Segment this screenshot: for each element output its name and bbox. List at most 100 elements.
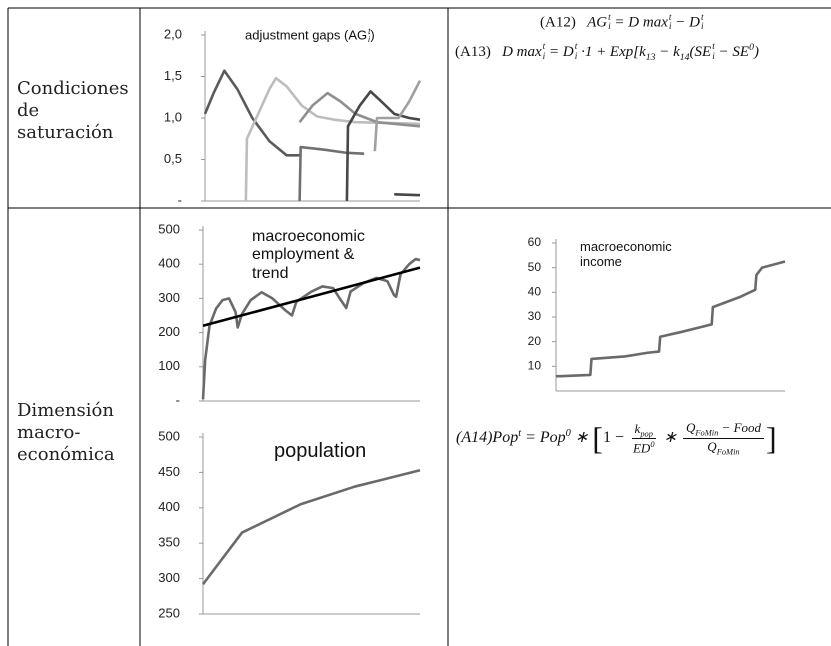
eq-text: D max <box>502 44 542 60</box>
y-tick-label: 20 <box>528 334 542 348</box>
y-tick-label: 400 <box>158 256 180 271</box>
eq-text: ED <box>632 440 651 456</box>
eq-sub: i <box>574 51 578 62</box>
label-line: Condiciones <box>17 78 129 99</box>
title-line: population <box>274 440 367 462</box>
y-tick-label: 100 <box>158 358 180 373</box>
y-tick-label: 60 <box>528 235 542 249</box>
eq-sub: i <box>542 51 546 62</box>
eq-sup: t <box>712 42 715 53</box>
y-tick-label: 400 <box>158 499 180 514</box>
eq-text: = D max <box>610 14 668 31</box>
eq-text: = Pop <box>521 429 566 447</box>
eq-sup: t <box>608 13 611 23</box>
y-tick-label: - <box>176 392 180 407</box>
eq-fraction: kpop ED0 <box>630 421 658 457</box>
y-tick-label: 50 <box>528 260 542 274</box>
title-line: income <box>580 253 622 269</box>
eq-text: ) <box>753 44 759 60</box>
series-line <box>201 469 421 586</box>
eq-text: (SE <box>689 44 712 60</box>
eq-text: k <box>634 420 641 436</box>
series-line <box>202 266 421 328</box>
title-line: employment & <box>252 246 355 264</box>
chart-title: population <box>274 440 366 463</box>
series-line <box>244 76 421 202</box>
eq-number: (A12) <box>540 14 576 31</box>
series-line <box>373 80 422 152</box>
eq-sub: FoMin <box>716 446 740 457</box>
y-tick-label: 500 <box>158 221 180 236</box>
y-tick-label: 1,0 <box>164 109 182 124</box>
series-line <box>556 260 786 378</box>
series-line <box>345 90 421 202</box>
equation: (A14)Popt = Pop0 ∗ [1 − kpop ED0 ∗ QFoMin… <box>456 420 777 457</box>
chart-title: adjustment gaps (AG t i) <box>245 27 375 45</box>
eq-bracket: ] <box>766 420 777 456</box>
y-tick-label: 250 <box>158 605 180 620</box>
title-sub: i <box>368 35 370 45</box>
y-tick-label: 300 <box>158 290 180 305</box>
eq-sup: t <box>542 42 546 53</box>
title-line: macroeconomic <box>252 228 365 245</box>
title-text: ) <box>370 27 375 43</box>
eq-sub: i <box>608 22 611 33</box>
eq-fraction: QFoMin − Food QFoMin <box>682 420 765 457</box>
y-tick-label: 500 <box>158 428 180 443</box>
series-line <box>201 257 421 400</box>
chart-title: macroeconomic income <box>580 239 672 270</box>
eq-text: − Food <box>718 420 762 436</box>
eq-text: Q <box>707 439 717 454</box>
y-tick-label: 2,0 <box>164 26 182 41</box>
label-line: saturación <box>17 122 114 143</box>
title-line: trend <box>252 264 289 282</box>
eq-number: (A13) <box>455 44 491 60</box>
eq-sub: pop <box>640 428 653 439</box>
series-line <box>298 145 365 202</box>
eq-sub: i <box>700 22 704 33</box>
y-tick-label: 0,5 <box>164 151 182 166</box>
eq-sub: i <box>712 51 715 62</box>
eq-sup: t <box>668 13 672 23</box>
label-line: macro- <box>17 422 81 443</box>
eq-text: = D <box>545 44 574 60</box>
eq-text: (A14)Pop <box>456 429 519 447</box>
eq-sub: 14 <box>679 52 690 63</box>
eq-sup: t <box>700 13 704 23</box>
y-tick-label: - <box>178 192 182 207</box>
eq-sup: 0 <box>565 427 571 439</box>
label-line: de <box>17 100 40 121</box>
label-line: económica <box>17 444 115 465</box>
eq-bracket: [ <box>592 420 603 456</box>
eq-text: ∗ <box>570 429 593 447</box>
eq-text: ∗ <box>659 429 681 447</box>
chart-title: macroeconomic employment & trend <box>252 228 365 283</box>
eq-text: Q <box>685 420 696 436</box>
eq-text: ·1 + Exp[k <box>577 44 646 60</box>
title-sup: t <box>368 27 371 36</box>
eq-sub: FoMin <box>695 428 719 438</box>
eq-sub: 13 <box>645 52 656 63</box>
y-tick-label: 1,5 <box>164 68 182 83</box>
title-line: macroeconomic <box>580 239 672 254</box>
eq-text: − SE <box>714 44 750 60</box>
series-line <box>203 69 300 157</box>
eq-text: − k <box>655 44 680 60</box>
eq-sup: 0 <box>650 439 655 450</box>
y-tick-label: 450 <box>158 464 180 479</box>
eq-text: 1 − <box>602 429 628 447</box>
y-tick-label: 30 <box>528 309 542 323</box>
eq-sub: i <box>668 22 672 33</box>
y-tick-label: 10 <box>528 359 542 373</box>
eq-sup: 0 <box>749 42 754 53</box>
title-text: adjustment gaps (AG <box>245 27 368 43</box>
label-line: Dimensión <box>17 400 114 421</box>
row-label: Condiciones de saturación <box>17 78 129 144</box>
y-tick-label: 40 <box>528 285 542 299</box>
eq-sup: t <box>518 427 522 439</box>
eq-text: − D <box>671 14 700 31</box>
